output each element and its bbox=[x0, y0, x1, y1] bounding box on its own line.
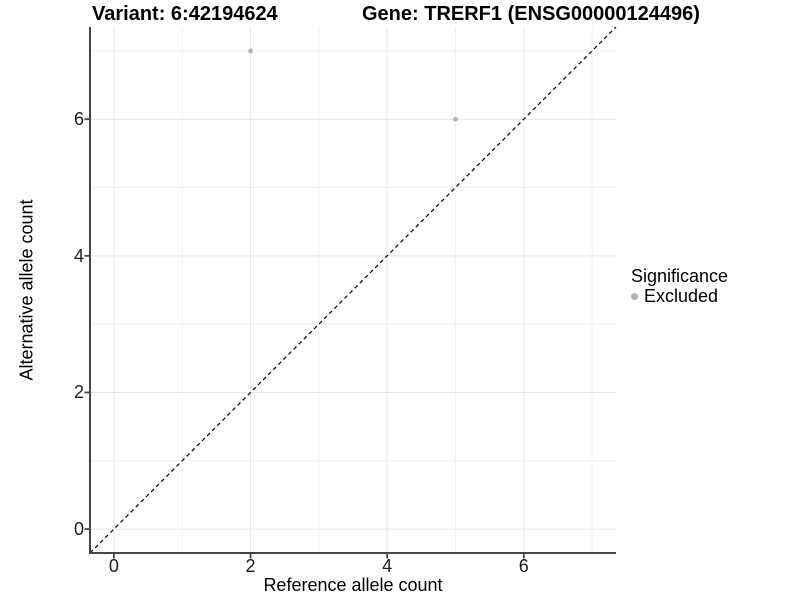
y-tick-label: 4 bbox=[73, 245, 84, 266]
x-tick-label: 0 bbox=[108, 556, 119, 576]
data-point bbox=[248, 48, 253, 54]
x-axis-title: Reference allele count bbox=[263, 575, 443, 595]
y-tick-label: 6 bbox=[73, 109, 84, 130]
legend-title: Significance bbox=[631, 266, 729, 286]
y-axis-title: Alternative allele count bbox=[16, 199, 37, 381]
plot-title-gene: Gene: TRERF1 (ENSG00000124496) bbox=[362, 3, 700, 25]
plot-title-variant: Variant: 6:42194624 bbox=[92, 3, 278, 25]
x-tick-label: 6 bbox=[518, 556, 529, 576]
legend-item-label: Excluded bbox=[644, 286, 719, 306]
x-tick-label: 4 bbox=[382, 556, 393, 576]
data-point bbox=[453, 116, 458, 122]
x-tick-label: 2 bbox=[245, 556, 256, 576]
y-tick-label: 0 bbox=[73, 519, 84, 540]
axis-lines bbox=[89, 27, 616, 554]
legend: Significance Excluded bbox=[631, 266, 728, 306]
identity-dashed-line bbox=[89, 26, 617, 554]
legend-marker-circle-icon bbox=[631, 293, 638, 300]
y-tick-label: 2 bbox=[73, 382, 84, 403]
legend-item-excluded: Excluded bbox=[631, 287, 728, 306]
